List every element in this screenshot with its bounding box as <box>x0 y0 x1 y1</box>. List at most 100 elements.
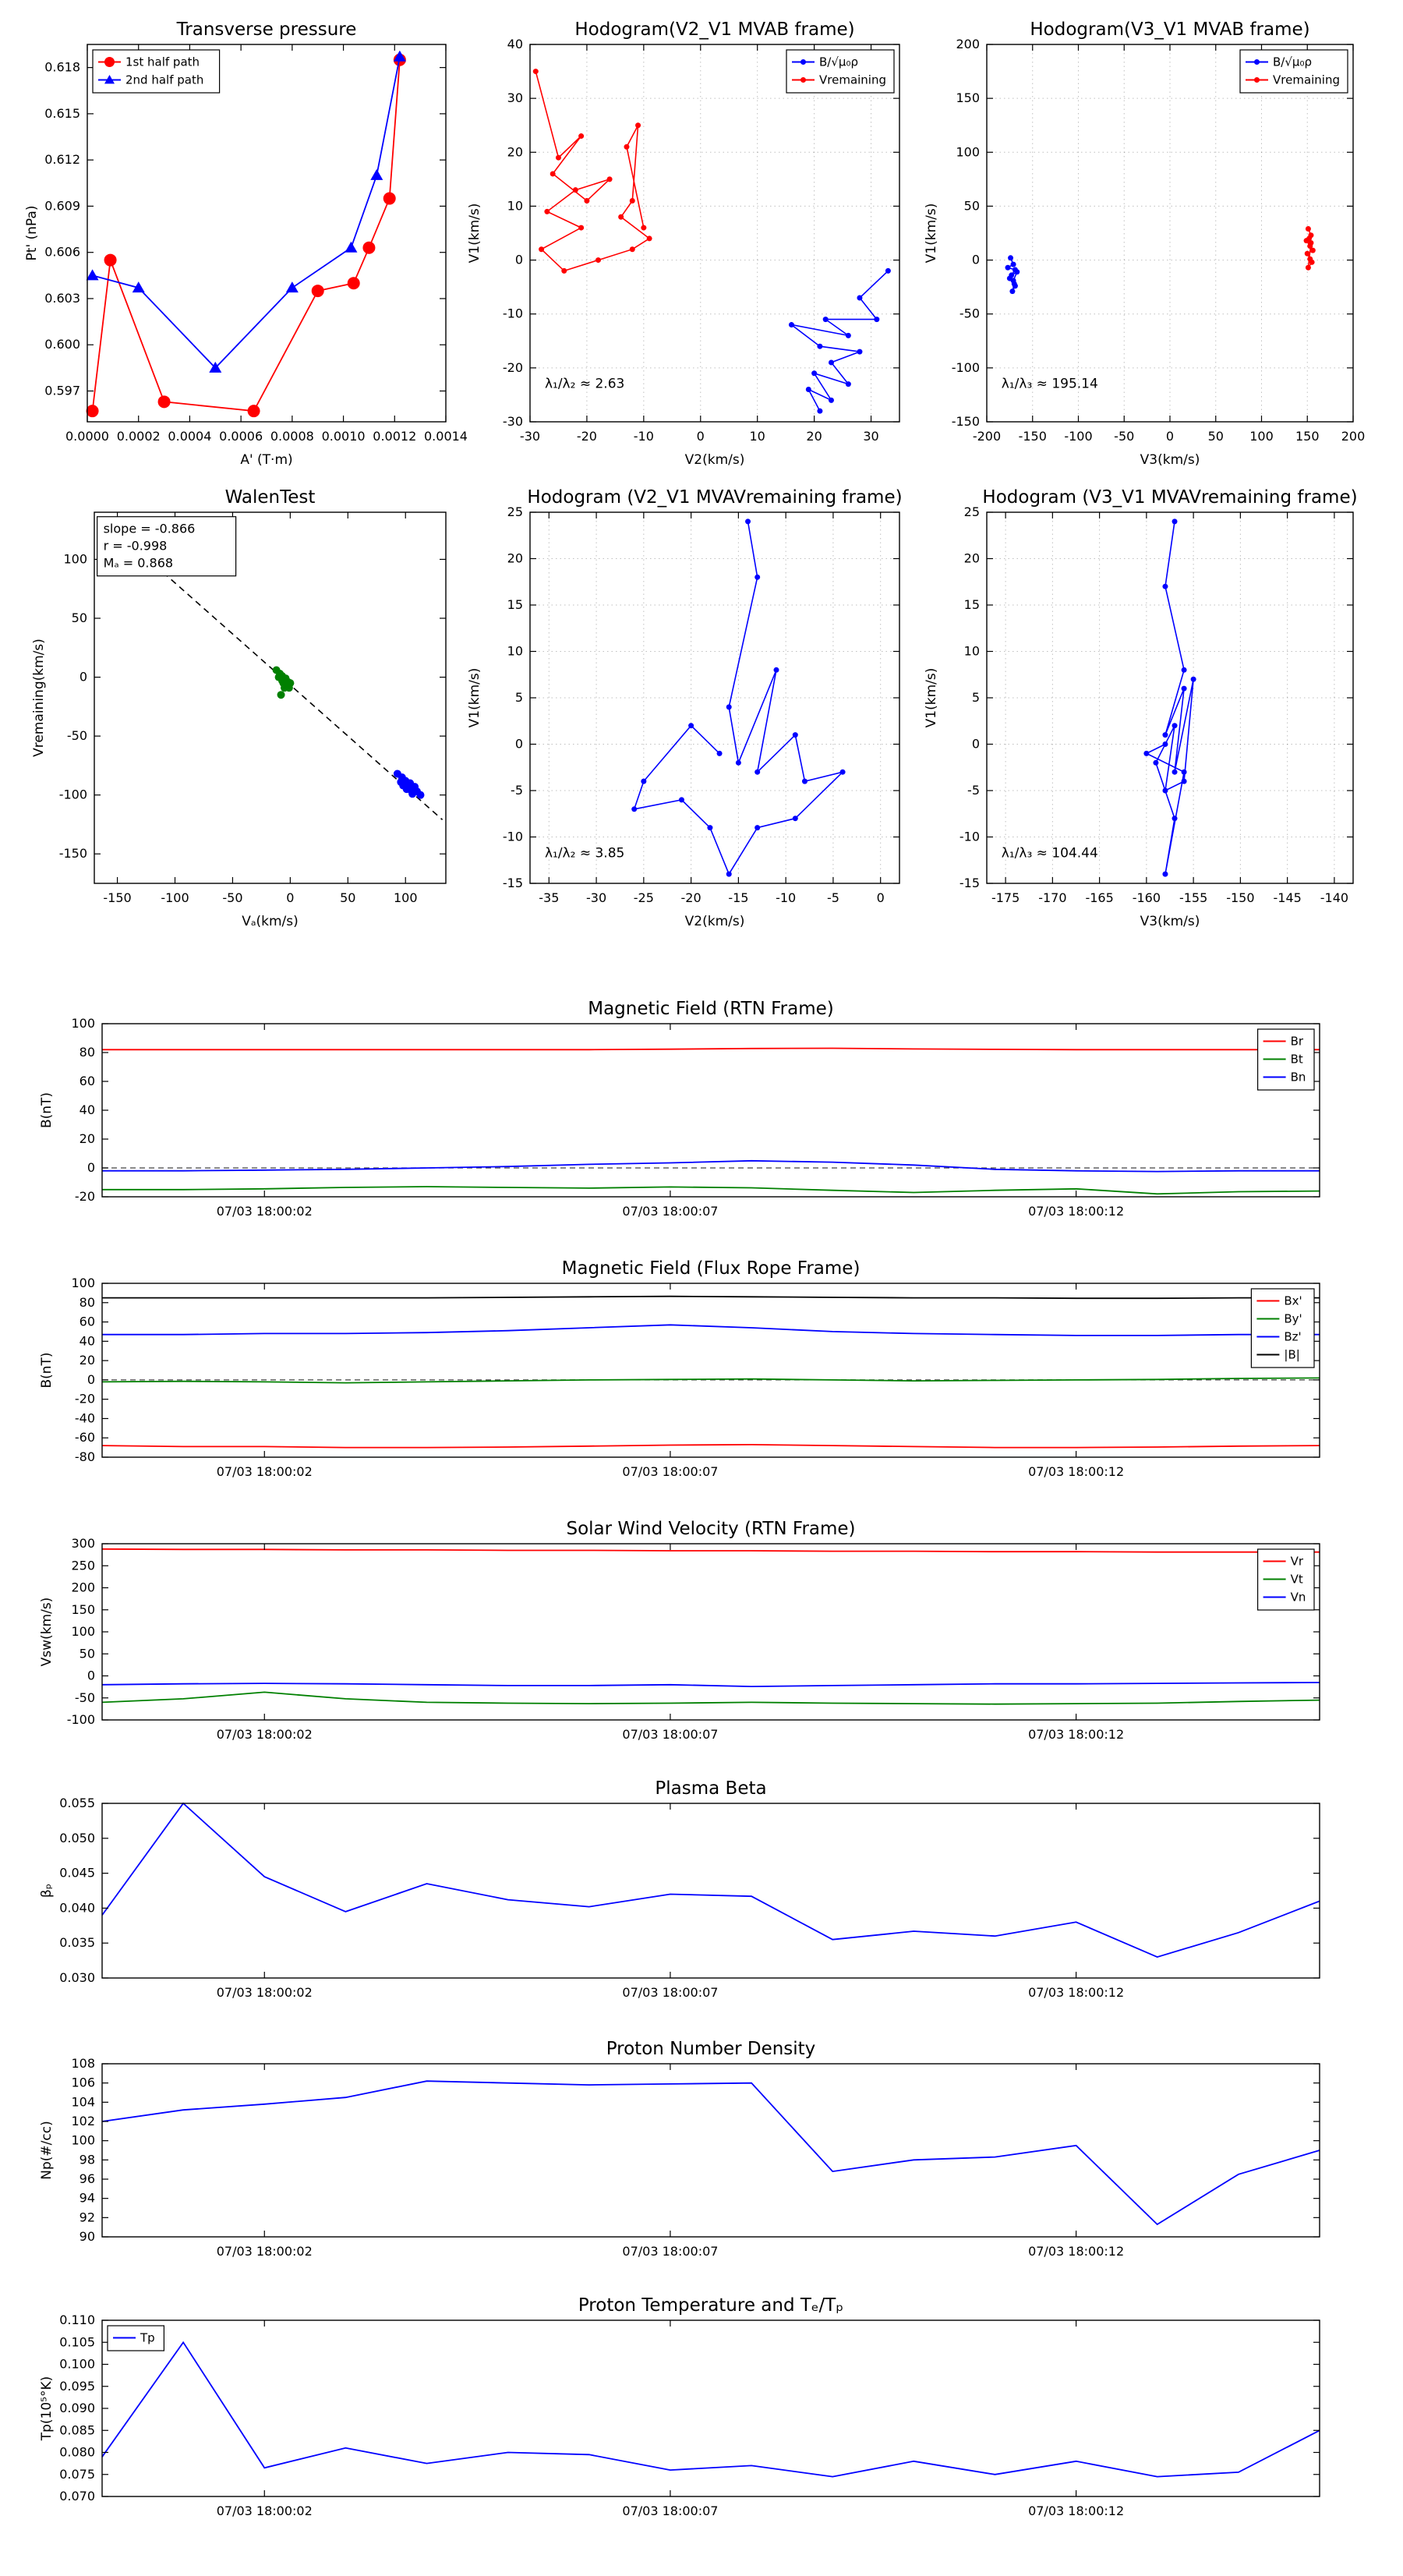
legend-label: Br <box>1291 1035 1304 1049</box>
chart-magnetic-field-flux-rope: 07/03 18:00:02 07/03 18:00:07 07/03 18:00:… <box>39 1258 1320 1479</box>
y-tick-label: 0 <box>87 1372 95 1387</box>
y-tick-label: 0.050 <box>59 1831 95 1845</box>
y-tick-label: 20 <box>80 1353 95 1368</box>
x-tick-label: -50 <box>222 890 242 905</box>
y-tick-label: 0.105 <box>59 2334 95 2349</box>
legend-label: Tp <box>140 2331 155 2345</box>
chart-proton-density: 07/03 18:00:02 07/03 18:00:07 07/03 18:00:… <box>39 2039 1320 2259</box>
y-axis-label: V1(km/s) <box>467 203 482 264</box>
y-tick-label: 40 <box>507 37 523 51</box>
x-tick-label: -25 <box>634 890 654 905</box>
chart-plasma-beta-title: Plasma Beta <box>655 1778 766 1799</box>
legend: B/√μ₀ρ Vremaining <box>1239 49 1348 94</box>
x-tick-label: 0.0006 <box>219 429 263 444</box>
svg-text:r = -0.998: r = -0.998 <box>104 539 168 554</box>
y-tick-label: 200 <box>956 37 980 51</box>
y-tick-label: 80 <box>80 1295 95 1310</box>
legend-label: Bz' <box>1284 1330 1301 1344</box>
chart-hodogram-v3v1-mvab-title: Hodogram(V3_V1 MVAB frame) <box>1030 19 1309 40</box>
y-tick-label: 0.100 <box>59 2357 95 2372</box>
y-tick-label: -80 <box>75 1449 95 1464</box>
y-tick-label: -50 <box>75 1690 95 1705</box>
y-axis-label: V1(km/s) <box>467 668 482 728</box>
x-tick-label: 07/03 18:00:12 <box>1028 1464 1124 1479</box>
y-tick-label: -60 <box>75 1430 95 1445</box>
y-tick-label: 104 <box>71 2094 95 2109</box>
chart-proton-temperature-title: Proton Temperature and Tₑ/Tₚ <box>578 2295 843 2316</box>
y-tick-label: 50 <box>72 610 87 625</box>
y-tick-label: 0 <box>515 253 523 267</box>
annotation: λ₁/λ₃ ≈ 104.44 <box>1002 846 1098 862</box>
y-tick-label: -10 <box>503 830 523 844</box>
x-tick-label: 07/03 18:00:07 <box>622 1727 718 1742</box>
legend: B/√μ₀ρ Vremaining <box>786 49 895 94</box>
legend-label: 1st half path <box>125 55 200 69</box>
x-tick-label: 30 <box>863 429 878 444</box>
legend: Vr Vt Vn <box>1256 1548 1315 1611</box>
y-tick-label: 0.055 <box>59 1796 95 1810</box>
x-tick-label: -175 <box>991 890 1020 905</box>
y-tick-label: 30 <box>507 90 523 105</box>
y-tick-label: 100 <box>956 144 980 159</box>
x-axis-label: A' (T·m) <box>240 452 292 468</box>
y-tick-label: -20 <box>503 360 523 375</box>
y-tick-label: 60 <box>80 1074 95 1088</box>
svg-text:Mₐ = 0.868: Mₐ = 0.868 <box>104 556 173 571</box>
legend-label: By' <box>1284 1312 1302 1326</box>
x-tick-label: -155 <box>1179 890 1207 905</box>
x-tick-label: 07/03 18:00:12 <box>1028 2244 1124 2259</box>
x-tick-label: 10 <box>750 429 765 444</box>
y-tick-label: 0 <box>80 670 87 685</box>
y-tick-label: -150 <box>952 414 980 429</box>
svg-text:λ₁/λ₂ ≈ 3.85: λ₁/λ₂ ≈ 3.85 <box>545 846 624 862</box>
x-tick-label: -10 <box>776 890 796 905</box>
x-tick-label: 07/03 18:00:02 <box>217 1985 313 2000</box>
chart-transverse-pressure: 0.0000 0.0002 0.0004 0.0006 0.0008 0.0010 0.00… <box>24 19 468 468</box>
y-tick-label: -15 <box>503 876 523 890</box>
legend-label: B/√μ₀ρ <box>819 55 858 69</box>
y-tick-label: 5 <box>972 690 980 705</box>
x-tick-label: -100 <box>161 890 189 905</box>
y-axis-label: B(nT) <box>39 1352 55 1388</box>
x-tick-label: 07/03 18:00:02 <box>217 2244 313 2259</box>
y-tick-label: -20 <box>75 1392 95 1407</box>
chart-magnetic-field-rtn: 07/03 18:00:02 07/03 18:00:07 07/03 18:00:… <box>39 999 1320 1219</box>
x-tick-label: 0.0002 <box>117 429 161 444</box>
legend-label: Vremaining <box>1273 73 1340 87</box>
x-axis-label: V3(km/s) <box>1140 452 1200 468</box>
chart-hodogram-v3v1-mvab: -200 -150 -100 -50 0 50 100 150 200-150-100-5005… <box>924 19 1365 468</box>
x-tick-label: 07/03 18:00:07 <box>622 2503 718 2518</box>
x-tick-label: 0.0004 <box>168 429 211 444</box>
y-tick-label: -5 <box>967 783 980 798</box>
y-tick-label: 0.597 <box>44 383 80 398</box>
x-tick-label: -170 <box>1038 890 1066 905</box>
y-tick-label: 40 <box>80 1102 95 1117</box>
svg-text:slope = -0.866: slope = -0.866 <box>104 522 196 536</box>
chart-hodogram-v2v1-mvav-title: Hodogram (V2_V1 MVAVremaining frame) <box>527 487 902 508</box>
x-tick-label: -20 <box>577 429 597 444</box>
y-tick-label: -5 <box>511 783 523 798</box>
y-tick-label: -30 <box>503 414 523 429</box>
y-axis-label: Pt' (nPa) <box>24 206 40 261</box>
x-tick-label: 07/03 18:00:07 <box>622 1985 718 2000</box>
y-tick-label: 150 <box>71 1602 95 1617</box>
y-tick-label: 0.075 <box>59 2467 95 2482</box>
x-axis-label: V2(km/s) <box>685 452 745 468</box>
y-tick-label: 100 <box>71 1624 95 1639</box>
y-tick-label: 20 <box>507 144 523 159</box>
legend-label: B/√μ₀ρ <box>1273 55 1312 69</box>
y-axis-label: Vremaining(km/s) <box>31 639 47 757</box>
y-tick-label: 25 <box>507 504 523 519</box>
legend-label: Bn <box>1291 1070 1306 1085</box>
legend-label: |B| <box>1284 1348 1299 1362</box>
x-axis-label: V2(km/s) <box>685 914 745 929</box>
y-tick-label: 10 <box>507 198 523 213</box>
x-tick-label: -100 <box>1064 429 1092 444</box>
x-tick-label: 07/03 18:00:12 <box>1028 1204 1124 1219</box>
x-tick-label: -160 <box>1133 890 1161 905</box>
y-tick-label: -40 <box>75 1410 95 1425</box>
y-tick-label: 0.030 <box>59 1970 95 1985</box>
x-tick-label: 07/03 18:00:12 <box>1028 1727 1124 1742</box>
y-tick-label: 0.615 <box>44 106 80 121</box>
x-tick-label: 20 <box>806 429 822 444</box>
